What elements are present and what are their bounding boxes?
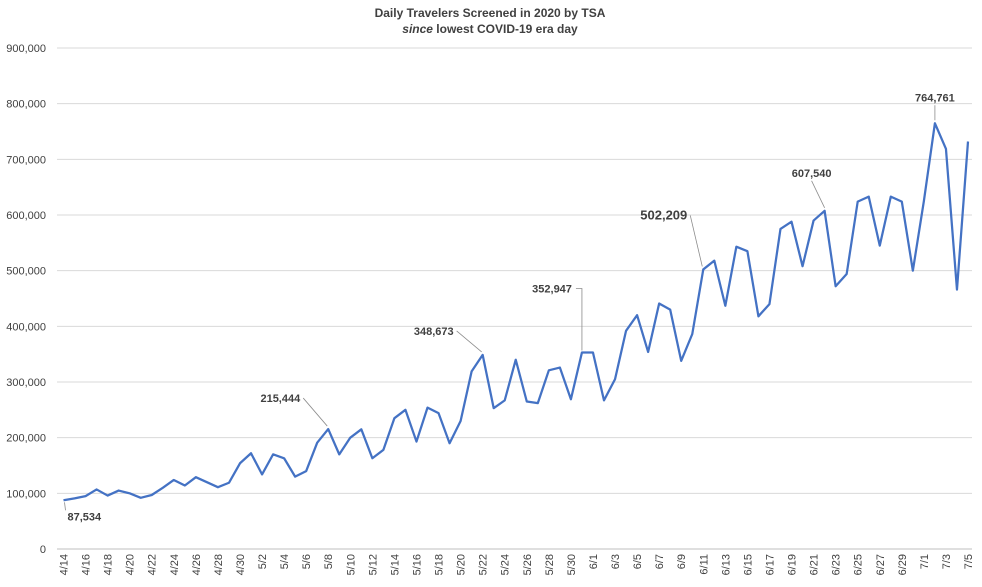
x-axis-ticks: 4/14 4/16 4/18 4/20 4/22 4/24 4/26 4/28 4/30 5/2 5… (59, 554, 976, 575)
data-label: 348,673 (414, 326, 454, 338)
x-tick-label: 5/4 (279, 554, 291, 569)
x-tick-label: 4/16 (81, 554, 93, 575)
x-tick-label: 6/29 (897, 554, 909, 575)
x-tick-label: 6/13 (720, 554, 732, 575)
x-tick-label: 5/12 (367, 554, 379, 575)
x-tick-label: 7/3 (941, 554, 953, 569)
x-tick-label: 7/5 (963, 554, 975, 569)
x-tick-label: 5/8 (323, 554, 335, 569)
gridlines (57, 47, 972, 550)
annotation-leader (689, 215, 703, 267)
y-axis-ticks: 0 100,000 200,000 300,000 400,000 500,000 600,… (6, 43, 46, 556)
x-tick-label: 5/30 (566, 554, 578, 575)
x-tick-label: 5/22 (478, 554, 490, 575)
data-label: 352,947 (532, 284, 572, 296)
x-tick-label: 6/5 (632, 554, 644, 569)
series-line (63, 122, 970, 502)
y-tick-label: 0 (40, 544, 46, 556)
x-tick-label: 6/23 (831, 554, 843, 575)
y-tick-label: 400,000 (6, 321, 46, 333)
x-tick-label: 5/14 (389, 554, 401, 575)
x-tick-label: 6/11 (698, 554, 710, 575)
chart-title: Daily Travelers Screened in 2020 by TSA (375, 6, 606, 20)
annotation-leader (302, 397, 328, 427)
y-tick-label: 600,000 (6, 210, 46, 222)
y-tick-label: 500,000 (6, 266, 46, 278)
annotation-leader (64, 502, 66, 511)
x-tick-label: 6/21 (809, 554, 821, 575)
data-label: 215,444 (260, 393, 301, 405)
x-tick-label: 5/16 (411, 554, 423, 575)
x-tick-label: 6/15 (742, 554, 754, 575)
x-tick-label: 5/6 (301, 554, 313, 569)
x-tick-label: 5/24 (500, 554, 512, 575)
x-tick-label: 5/26 (522, 554, 534, 575)
y-tick-label: 200,000 (6, 433, 46, 445)
x-tick-label: 5/10 (345, 554, 357, 575)
x-tick-label: 5/28 (544, 554, 556, 575)
x-tick-label: 6/1 (588, 554, 600, 569)
chart-subtitle-rest: lowest COVID-19 era day (433, 22, 578, 36)
x-tick-label: 4/26 (191, 554, 203, 575)
data-label: 607,540 (792, 168, 832, 180)
x-tick-label: 4/20 (125, 554, 137, 575)
x-tick-label: 4/30 (235, 554, 247, 575)
x-tick-label: 5/18 (434, 554, 446, 575)
x-tick-label: 5/20 (456, 554, 468, 575)
x-tick-label: 7/1 (919, 554, 931, 569)
y-tick-label: 700,000 (6, 154, 46, 166)
chart-subtitle: since lowest COVID-19 era day (402, 22, 578, 36)
x-tick-label: 4/14 (59, 554, 71, 575)
x-tick-label: 4/28 (213, 554, 225, 575)
data-label: 502,209 (640, 207, 687, 222)
x-tick-label: 6/25 (853, 554, 865, 575)
y-tick-label: 100,000 (6, 488, 46, 500)
x-tick-label: 6/3 (610, 554, 622, 569)
x-tick-label: 6/27 (875, 554, 887, 575)
y-tick-label: 300,000 (6, 377, 46, 389)
data-label: 87,534 (68, 511, 103, 523)
x-tick-label: 4/22 (147, 554, 159, 575)
annotations: 87,534 215,444 348,673 352,947 502,209 607,54… (64, 92, 955, 523)
chart-subtitle-italic: since (402, 22, 433, 36)
annotation-leader (811, 180, 825, 208)
x-tick-label: 4/24 (169, 554, 181, 575)
x-tick-label: 6/17 (764, 554, 776, 575)
y-tick-label: 900,000 (6, 43, 46, 55)
annotation-leader (456, 330, 482, 353)
x-tick-label: 4/18 (103, 554, 115, 575)
x-tick-label: 6/7 (654, 554, 666, 569)
x-tick-label: 6/9 (676, 554, 688, 569)
x-tick-label: 6/19 (787, 554, 799, 575)
y-tick-label: 800,000 (6, 99, 46, 111)
annotation-leader (575, 288, 583, 351)
series-layer (63, 122, 970, 502)
data-label: 764,761 (915, 92, 955, 104)
x-tick-label: 5/2 (257, 554, 269, 569)
